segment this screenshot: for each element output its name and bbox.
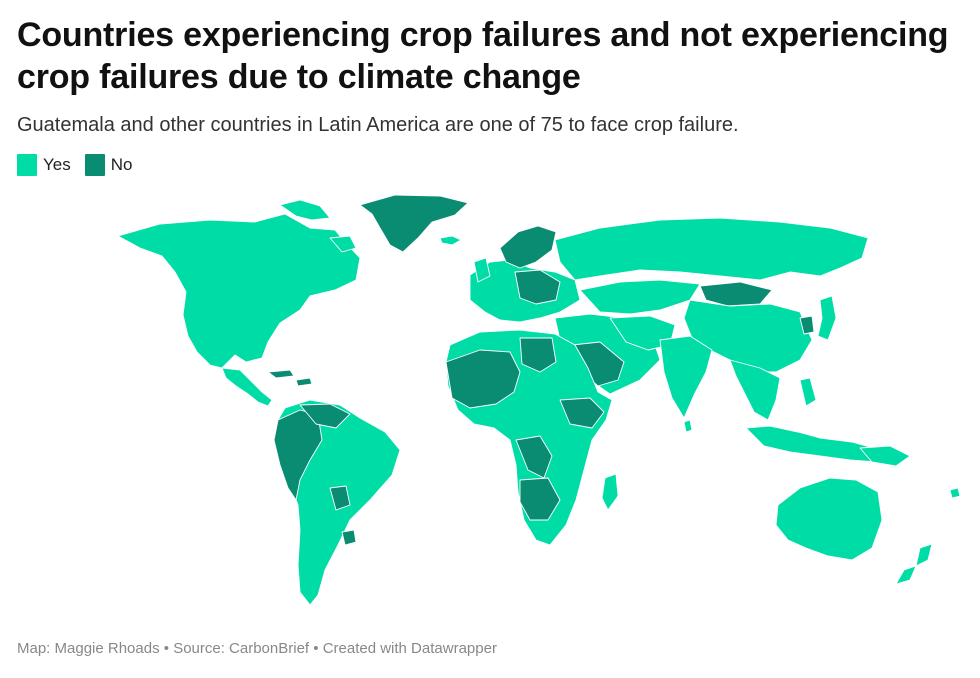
region-new-guinea (859, 445, 911, 467)
footer-map-credit: Map: Maggie Rhoads (17, 640, 160, 657)
region-central-america (221, 367, 273, 407)
footer-source: Source: CarbonBrief (173, 640, 310, 657)
region-new-zealand (895, 543, 933, 585)
region-central-europe (514, 269, 561, 305)
region-korea (799, 315, 815, 335)
region-madagascar (601, 473, 619, 511)
region-north-america (117, 213, 361, 369)
footer-separator-2: • (309, 640, 323, 657)
footer-created-with: Created with Datawrapper (322, 640, 497, 657)
legend-label-no: No (110, 155, 133, 174)
footer-separator-1: • (159, 640, 174, 657)
region-india (659, 335, 713, 419)
region-egypt-sudan-north (519, 337, 557, 373)
chart-subtitle: Guatemala and other countries in Latin A… (17, 114, 739, 136)
chart-title: Countries experiencing crop failures and… (17, 16, 949, 96)
region-canadian-islands (279, 199, 357, 253)
region-central-asia (579, 279, 701, 315)
region-caribbean (267, 369, 313, 387)
legend-item-yes: Yes (17, 154, 71, 176)
legend-item-no: No (84, 154, 133, 176)
region-southeast-asia (729, 359, 781, 421)
region-philippines (799, 377, 817, 407)
region-central-africa (515, 435, 553, 479)
region-horn-of-africa (559, 397, 605, 429)
region-pacific-islands (949, 487, 961, 499)
region-japan (817, 295, 837, 341)
region-scandinavia (499, 225, 557, 269)
region-sri-lanka (683, 419, 693, 433)
region-indonesia (745, 425, 881, 463)
region-west-africa (445, 349, 521, 409)
region-russia (554, 217, 869, 281)
region-uk (473, 257, 491, 283)
region-mongolia (699, 281, 773, 307)
world-map (117, 194, 961, 606)
region-iceland (439, 235, 462, 246)
region-venezuela-guyana (299, 403, 351, 429)
legend-label-yes: Yes (43, 155, 71, 174)
legend-swatch-no (84, 154, 105, 176)
region-paraguay (329, 485, 351, 511)
region-uruguay (341, 529, 357, 546)
region-greenland (359, 194, 469, 253)
region-australia (775, 477, 883, 561)
region-southern-africa (519, 477, 561, 521)
legend-swatch-yes (17, 154, 37, 176)
footer-credits: Map: Maggie Rhoads • Source: CarbonBrief… (17, 640, 497, 657)
legend: Yes No (17, 154, 132, 176)
